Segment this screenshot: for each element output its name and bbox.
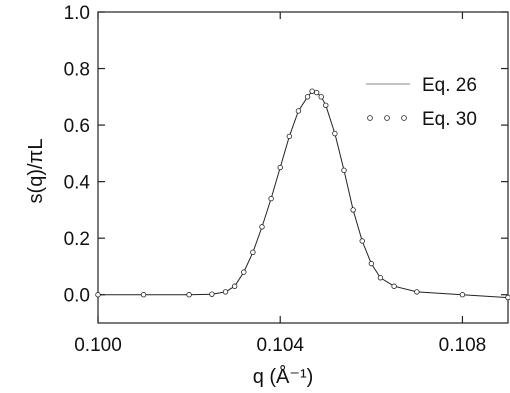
y-tick-label: 1.0 bbox=[64, 3, 90, 24]
legend-marker-eq-30 bbox=[367, 115, 373, 121]
data-point-eq-30 bbox=[140, 292, 147, 298]
legend-label-eq-30: Eq. 30 bbox=[422, 109, 477, 130]
data-point-eq-30 bbox=[313, 89, 320, 96]
data-point-eq-30 bbox=[268, 195, 274, 202]
data-point-eq-30 bbox=[286, 133, 293, 140]
data-point-eq-30 bbox=[295, 108, 302, 114]
data-point-eq-30 bbox=[277, 164, 283, 171]
y-axis: 0.0 0.2 0.4 0.6 0.8 1.0 bbox=[64, 3, 508, 307]
y-tick-label: 0.6 bbox=[64, 116, 90, 137]
data-point-eq-30 bbox=[459, 292, 466, 298]
data-point-eq-30 bbox=[209, 291, 215, 297]
data-point-eq-30 bbox=[95, 292, 101, 298]
data-point-eq-30 bbox=[505, 294, 510, 301]
data-point-eq-30 bbox=[332, 130, 338, 137]
x-tick-label: 0.108 bbox=[439, 335, 487, 356]
data-point-eq-30 bbox=[250, 249, 256, 256]
data-point-eq-30 bbox=[414, 289, 420, 295]
legend-marker-eq-30 bbox=[384, 115, 390, 121]
data-point-eq-30 bbox=[350, 207, 356, 213]
x-tick-label: 0.100 bbox=[74, 335, 122, 356]
data-point-eq-30 bbox=[259, 224, 265, 230]
x-axis-title: q (Å⁻¹) bbox=[253, 365, 314, 388]
data-point-eq-30 bbox=[359, 238, 365, 244]
data-point-eq-30 bbox=[323, 102, 329, 108]
legend: Eq. 26 Eq. 30 bbox=[366, 75, 477, 130]
data-point-eq-30 bbox=[304, 94, 311, 100]
data-point-eq-30 bbox=[368, 260, 375, 267]
data-point-eq-30 bbox=[231, 283, 238, 289]
data-point-eq-30 bbox=[391, 283, 397, 289]
y-tick-label: 0.2 bbox=[64, 229, 90, 250]
y-tick-label: 0.8 bbox=[64, 60, 90, 81]
legend-label-eq-26: Eq. 26 bbox=[422, 75, 477, 96]
data-point-eq-30 bbox=[241, 269, 247, 275]
y-tick-label: 0.0 bbox=[64, 286, 90, 307]
data-point-eq-30 bbox=[309, 88, 315, 94]
plot-frame bbox=[97, 11, 509, 324]
y-axis-title: s(q)/πL bbox=[25, 139, 47, 204]
data-point-eq-30 bbox=[186, 292, 192, 298]
legend-marker-eq-30 bbox=[401, 115, 407, 121]
x-axis: 0.100 0.104 0.108 bbox=[74, 12, 486, 356]
x-tick-label: 0.104 bbox=[256, 335, 304, 356]
data-point-eq-30 bbox=[341, 167, 347, 174]
data-point-eq-30 bbox=[222, 289, 229, 295]
data-point-eq-30 bbox=[377, 275, 384, 281]
y-tick-label: 0.4 bbox=[64, 173, 91, 194]
series-line-eq-26 bbox=[98, 90, 509, 299]
data-point-eq-30 bbox=[318, 94, 324, 100]
series-layer bbox=[95, 88, 510, 301]
